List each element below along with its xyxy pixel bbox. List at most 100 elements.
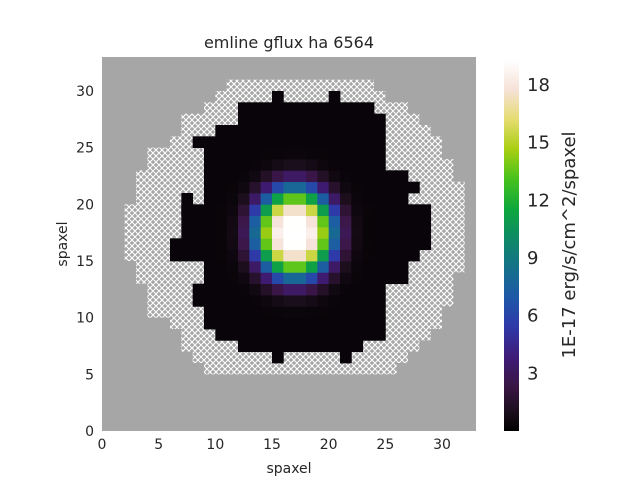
heatmap-cell	[306, 283, 318, 296]
heatmap-cell	[362, 306, 375, 319]
heatmap-cell	[374, 283, 386, 296]
heatmap-cell	[374, 227, 386, 239]
heatmap-cell	[374, 113, 386, 126]
heatmap-cell	[317, 113, 330, 126]
heatmap-cell	[374, 181, 386, 194]
heatmap-cell	[226, 215, 239, 228]
heatmap-cell	[362, 125, 375, 137]
heatmap-cell	[283, 249, 296, 262]
heatmap-cell	[283, 227, 296, 239]
heatmap-cell	[317, 125, 330, 137]
heatmap-cell	[272, 272, 284, 285]
heatmap-cell	[226, 147, 239, 160]
heatmap-cell	[374, 147, 386, 160]
no-data-hatch-row	[192, 351, 408, 363]
heatmap-cell	[283, 147, 296, 160]
heatmap-cell	[362, 295, 375, 307]
heatmap-cell	[238, 170, 250, 183]
no-data-hatch-row	[226, 79, 374, 91]
heatmap-cell	[272, 317, 284, 330]
heatmap-cell	[328, 102, 341, 115]
heatmap-cell	[204, 170, 216, 183]
heatmap-cell	[260, 147, 273, 160]
heatmap-cell	[317, 283, 330, 296]
heatmap-cell	[272, 227, 284, 239]
x-tick-label: 15	[263, 437, 281, 453]
heatmap-cell	[226, 283, 239, 296]
y-tick-label: 25	[76, 141, 94, 157]
heatmap-cell	[328, 329, 341, 341]
heatmap-cell	[306, 204, 318, 217]
heatmap-cell	[283, 306, 296, 319]
colorbar-tick-label: 15	[527, 133, 550, 154]
heatmap-cell	[238, 249, 250, 262]
heatmap-cell	[317, 249, 330, 262]
heatmap-cell	[249, 102, 262, 115]
heatmap-cell	[260, 261, 273, 273]
heatmap-cell	[419, 215, 432, 228]
heatmap-cell	[204, 147, 216, 160]
heatmap-cell	[351, 136, 364, 149]
heatmap-cell	[328, 227, 341, 239]
heatmap-cell	[283, 170, 296, 183]
heatmap-cell	[317, 147, 330, 160]
heatmap-cell	[192, 283, 205, 296]
heatmap-cell	[340, 215, 352, 228]
heatmap-cell	[294, 340, 307, 353]
heatmap-cell	[272, 91, 284, 103]
heatmap-cell	[396, 272, 409, 285]
heatmap-cell	[215, 249, 228, 262]
heatmap-cell	[283, 329, 296, 341]
heatmap-cell	[238, 136, 250, 149]
y-axis-label: spaxel	[55, 221, 71, 266]
heatmap-cell	[328, 272, 341, 285]
heatmap-cell	[340, 102, 352, 115]
heatmap-cell	[408, 227, 420, 239]
heatmap-cell	[249, 136, 262, 149]
heatmap-cell	[374, 215, 386, 228]
heatmap-cell	[260, 317, 273, 330]
heatmap-cell	[362, 147, 375, 160]
heatmap-cell	[294, 306, 307, 319]
heatmap-cells	[170, 91, 432, 364]
heatmap-cell	[283, 181, 296, 194]
heatmap-cell	[351, 204, 364, 217]
heatmap-cell	[328, 147, 341, 160]
heatmap-cell	[215, 317, 228, 330]
heatmap-cell	[362, 272, 375, 285]
heatmap-cell	[249, 227, 262, 239]
heatmap-cell	[249, 159, 262, 171]
heatmap-cell	[317, 159, 330, 171]
heatmap-cell	[374, 272, 386, 285]
heatmap-cell	[396, 170, 409, 183]
heatmap-cell	[396, 238, 409, 251]
heatmap-cell	[328, 340, 341, 353]
heatmap-cell	[328, 159, 341, 171]
heatmap-cell	[272, 102, 284, 115]
heatmap-cell	[408, 215, 420, 228]
heatmap-cell	[306, 181, 318, 194]
heatmap-cell	[215, 170, 228, 183]
heatmap-cell	[260, 204, 273, 217]
heatmap-cell	[260, 215, 273, 228]
heatmap-cell	[351, 181, 364, 194]
heatmap-cell	[204, 193, 216, 205]
heatmap-cell	[340, 193, 352, 205]
heatmap-cell	[306, 261, 318, 273]
heatmap-cell	[385, 181, 398, 194]
heatmap-cell	[385, 204, 398, 217]
heatmap-cell	[204, 261, 216, 273]
heatmap-cell	[328, 306, 341, 319]
heatmap-cell	[294, 272, 307, 285]
heatmap-cell	[249, 283, 262, 296]
heatmap-cell	[170, 249, 182, 262]
heatmap-cell	[374, 295, 386, 307]
heatmap-cell	[226, 227, 239, 239]
heatmap-cell	[170, 238, 182, 251]
heatmap-cell	[306, 215, 318, 228]
heatmap-cell	[204, 249, 216, 262]
heatmap-cell	[294, 283, 307, 296]
heatmap-cell	[351, 102, 364, 115]
heatmap-cell	[351, 306, 364, 319]
heatmap-cell	[226, 170, 239, 183]
